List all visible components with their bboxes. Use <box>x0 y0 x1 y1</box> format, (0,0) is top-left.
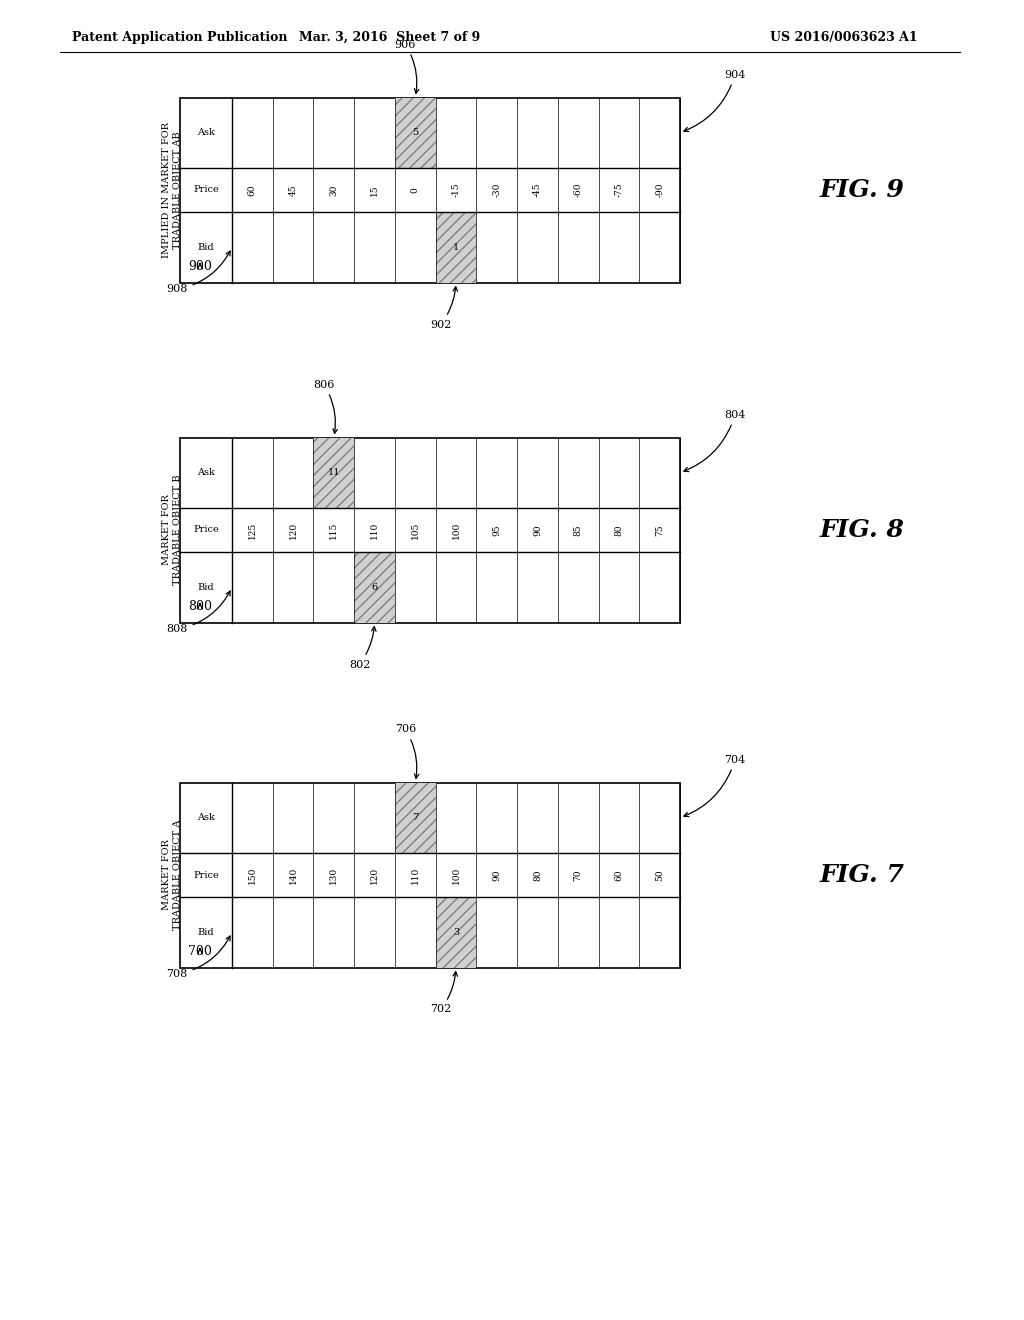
Text: 700: 700 <box>188 945 212 958</box>
Text: 804: 804 <box>684 409 745 471</box>
Text: US 2016/0063623 A1: US 2016/0063623 A1 <box>770 30 918 44</box>
Text: -15: -15 <box>452 182 461 197</box>
Text: 806: 806 <box>313 380 338 433</box>
Bar <box>395 98 435 168</box>
Text: FIG. 8: FIG. 8 <box>820 517 905 543</box>
Text: 15: 15 <box>370 185 379 195</box>
Text: FIG. 9: FIG. 9 <box>820 178 905 202</box>
Bar <box>313 437 354 508</box>
Text: 808: 808 <box>166 591 230 635</box>
Bar <box>180 98 680 282</box>
Text: 150: 150 <box>248 866 257 883</box>
Text: 70: 70 <box>573 870 583 880</box>
Text: -60: -60 <box>573 182 583 197</box>
Text: 60: 60 <box>614 870 624 880</box>
Text: Ask: Ask <box>197 813 215 822</box>
Text: 908: 908 <box>166 251 230 294</box>
Text: 90: 90 <box>493 870 501 880</box>
Text: IMPLIED IN MARKET FOR
TRADABLE OBJECT AB: IMPLIED IN MARKET FOR TRADABLE OBJECT AB <box>162 121 181 257</box>
Text: 11: 11 <box>328 469 340 477</box>
Text: 80: 80 <box>614 524 624 536</box>
Text: -30: -30 <box>493 182 501 197</box>
Text: 7: 7 <box>412 813 419 822</box>
Text: 708: 708 <box>166 936 230 979</box>
Text: Mar. 3, 2016  Sheet 7 of 9: Mar. 3, 2016 Sheet 7 of 9 <box>299 30 480 44</box>
Text: 900: 900 <box>188 260 212 273</box>
Text: 45: 45 <box>289 185 298 195</box>
Text: Bid: Bid <box>198 583 214 591</box>
Text: Price: Price <box>194 525 219 535</box>
Text: FIG. 7: FIG. 7 <box>820 863 905 887</box>
Text: 120: 120 <box>370 866 379 883</box>
Text: 706: 706 <box>394 725 419 779</box>
Text: Bid: Bid <box>198 243 214 252</box>
Text: Ask: Ask <box>197 128 215 137</box>
Bar <box>180 783 680 968</box>
Text: 120: 120 <box>289 521 298 539</box>
Text: 90: 90 <box>532 524 542 536</box>
Text: 904: 904 <box>684 70 745 132</box>
Text: 802: 802 <box>349 627 376 669</box>
Text: 115: 115 <box>330 521 338 539</box>
Text: 702: 702 <box>430 972 458 1015</box>
Text: 140: 140 <box>289 866 298 883</box>
Text: 902: 902 <box>430 286 458 330</box>
Text: Ask: Ask <box>197 469 215 477</box>
Text: Price: Price <box>194 186 219 194</box>
Text: 1: 1 <box>453 243 459 252</box>
Text: 5: 5 <box>413 128 419 137</box>
Text: 60: 60 <box>248 185 257 195</box>
Text: -75: -75 <box>614 182 624 197</box>
Text: 6: 6 <box>372 583 378 591</box>
Text: 95: 95 <box>493 524 501 536</box>
Text: Bid: Bid <box>198 928 214 937</box>
Bar <box>354 552 395 623</box>
Text: 906: 906 <box>394 40 419 94</box>
Text: MARKET FOR
TRADABLE OBJECT A: MARKET FOR TRADABLE OBJECT A <box>162 820 181 931</box>
Text: 50: 50 <box>655 869 665 880</box>
Text: 100: 100 <box>452 521 461 539</box>
Bar <box>180 437 680 623</box>
Text: 0: 0 <box>411 187 420 193</box>
Text: 800: 800 <box>188 601 212 612</box>
Text: 125: 125 <box>248 521 257 539</box>
Text: 80: 80 <box>532 870 542 880</box>
Text: 30: 30 <box>330 185 338 195</box>
Text: 704: 704 <box>684 755 745 817</box>
Text: -45: -45 <box>532 182 542 197</box>
Text: 75: 75 <box>655 524 665 536</box>
Bar <box>435 898 476 968</box>
Text: 110: 110 <box>411 866 420 883</box>
Text: 110: 110 <box>370 521 379 539</box>
Bar <box>395 783 435 853</box>
Bar <box>435 213 476 282</box>
Text: 130: 130 <box>330 866 338 883</box>
Text: 3: 3 <box>453 928 459 937</box>
Text: 105: 105 <box>411 521 420 539</box>
Text: -90: -90 <box>655 182 665 197</box>
Text: MARKET FOR
TRADABLE OBJECT B: MARKET FOR TRADABLE OBJECT B <box>162 475 181 585</box>
Text: 85: 85 <box>573 524 583 536</box>
Text: 100: 100 <box>452 866 461 883</box>
Text: Patent Application Publication: Patent Application Publication <box>72 30 288 44</box>
Text: Price: Price <box>194 870 219 879</box>
